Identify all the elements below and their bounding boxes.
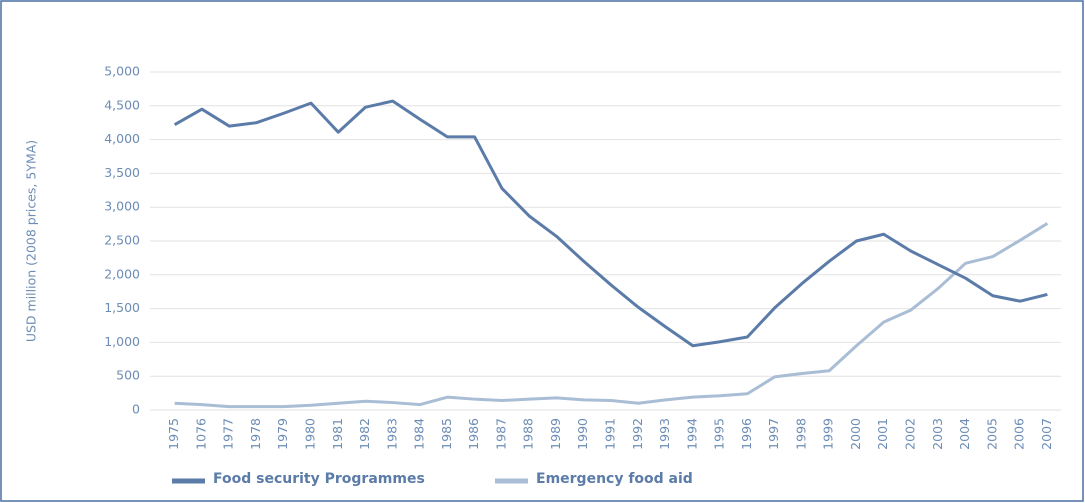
x-tick-label: 1996 xyxy=(739,418,754,450)
x-tick-label: 1999 xyxy=(821,418,836,450)
x-tick-label: 1076 xyxy=(193,418,208,450)
x-tick-label: 1998 xyxy=(793,418,808,450)
x-tick-label: 1991 xyxy=(603,418,618,450)
y-tick-label: 5,000 xyxy=(104,64,140,79)
y-tick-label: 3,000 xyxy=(104,199,140,214)
x-tick-label: 1995 xyxy=(712,418,727,450)
y-tick-label: 1,500 xyxy=(104,300,140,315)
x-tick-label: 1984 xyxy=(412,418,427,450)
x-tick-label: 1988 xyxy=(521,418,536,450)
y-tick-label: 4,500 xyxy=(104,97,140,112)
x-tick-label: 1990 xyxy=(575,418,590,450)
y-tick-label: 0 xyxy=(132,402,140,417)
x-tick-label: 1985 xyxy=(439,418,454,450)
x-tick-label: 1977 xyxy=(221,418,236,450)
x-tick-label: 1992 xyxy=(630,418,645,450)
series-line xyxy=(174,222,1049,409)
x-tick-label: 2002 xyxy=(903,418,918,450)
y-tick-label: 2,500 xyxy=(104,233,140,248)
y-tick-label: 1,000 xyxy=(104,334,140,349)
x-tick-label: 2005 xyxy=(984,418,999,450)
x-tick-label: 2001 xyxy=(875,418,890,450)
legend-label: Emergency food aid xyxy=(536,471,693,487)
y-tick-label: 4,000 xyxy=(104,131,140,146)
series-line xyxy=(173,99,1048,348)
y-tick-label: 500 xyxy=(116,368,140,383)
y-tick-label: 2,000 xyxy=(104,266,140,281)
x-tick-label: 1986 xyxy=(466,418,481,450)
x-tick-label: 1994 xyxy=(684,418,699,450)
x-tick-label: 1975 xyxy=(166,418,181,450)
x-tick-label: 1989 xyxy=(548,418,563,450)
x-tick-label: 1980 xyxy=(303,418,318,450)
x-tick-label: 2000 xyxy=(848,418,863,450)
x-tick-label: 2007 xyxy=(1039,418,1054,450)
x-tick-label: 1981 xyxy=(330,418,345,450)
legend-label: Food security Programmes xyxy=(213,471,425,487)
x-tick-label: 1993 xyxy=(657,418,672,450)
x-tick-label: 1997 xyxy=(766,418,781,450)
x-tick-label: 1979 xyxy=(275,418,290,450)
x-tick-label: 2006 xyxy=(1012,418,1027,450)
x-tick-label: 2003 xyxy=(930,418,945,450)
y-tick-label: 3,500 xyxy=(104,165,140,180)
x-tick-label: 1982 xyxy=(357,418,372,450)
x-tick-label: 2004 xyxy=(957,418,972,450)
x-tick-label: 1987 xyxy=(493,418,508,450)
y-axis-label: USD million (2008 prices, 5YMA) xyxy=(24,140,39,342)
x-tick-label: 1978 xyxy=(248,418,263,450)
x-tick-label: 1983 xyxy=(384,418,399,450)
